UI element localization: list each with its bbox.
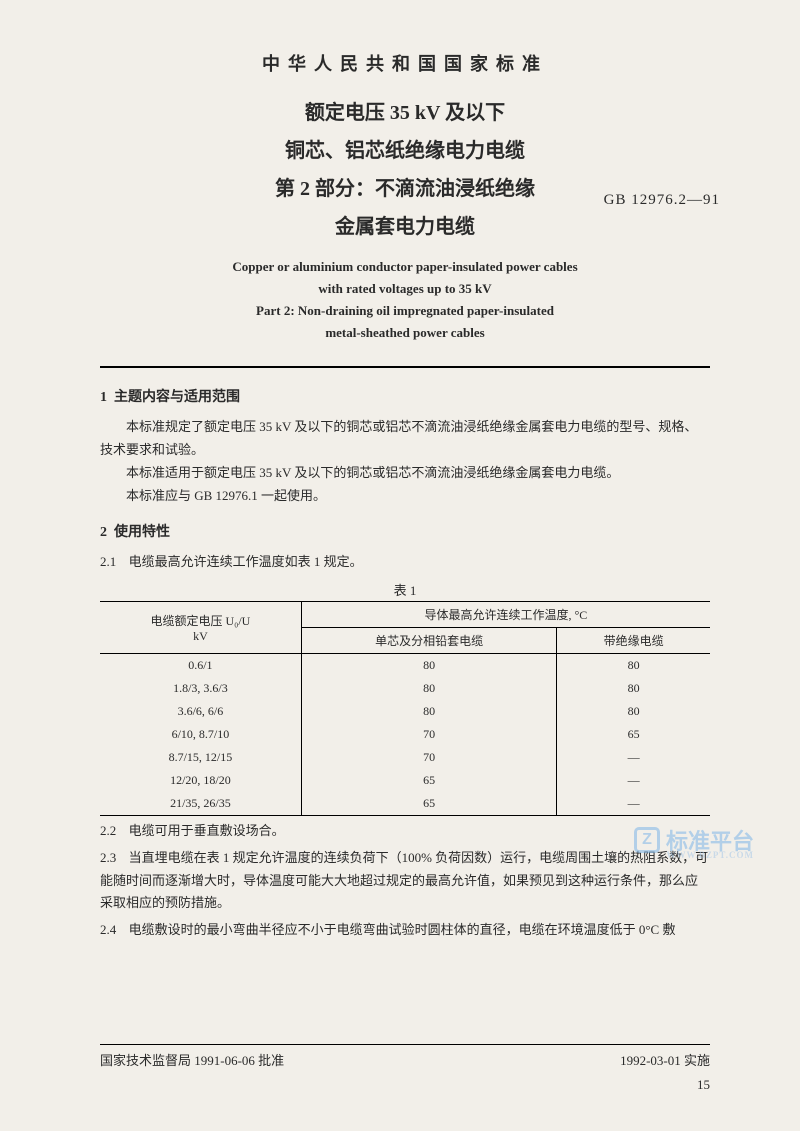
clause-text: 当直埋电缆在表 1 规定允许温度的连续负荷下（100% 负荷因数）运行，电缆周围… xyxy=(100,850,708,911)
th-belted: 带绝缘电缆 xyxy=(557,628,710,654)
clause-2-2: 2.2电缆可用于垂直敷设场合。 xyxy=(100,820,710,843)
th-temp-group: 导体最高允许连续工作温度, °C xyxy=(301,602,710,628)
cell-b: 65 xyxy=(557,723,710,746)
table-1: 表 1 电缆额定电压 U₀/U kV 导体最高允许连续工作温度, °C 单芯及分… xyxy=(100,580,710,816)
cell-b: 80 xyxy=(557,677,710,700)
cell-b: 80 xyxy=(557,654,710,678)
cell-v: 1.8/3, 3.6/3 xyxy=(100,677,301,700)
title-en: Copper or aluminium conductor paper-insu… xyxy=(100,256,710,344)
paragraph: 本标准适用于额定电压 35 kV 及以下的铜芯或铝芯不滴流油浸纸绝缘金属套电力电… xyxy=(100,462,710,485)
paragraph: 本标准规定了额定电压 35 kV 及以下的铜芯或铝芯不滴流油浸纸绝缘金属套电力电… xyxy=(100,416,710,462)
cell-v: 8.7/15, 12/15 xyxy=(100,746,301,769)
clause-no: 2.2 xyxy=(100,820,129,843)
title-en-line: Copper or aluminium conductor paper-insu… xyxy=(100,256,710,278)
cell-a: 70 xyxy=(301,723,557,746)
section-no: 1 xyxy=(100,390,107,405)
title-zh-line: 金属套电力电缆 xyxy=(100,208,710,246)
paragraph: 本标准应与 GB 12976.1 一起使用。 xyxy=(100,485,710,508)
footer-effective: 1992-03-01 实施 xyxy=(620,1050,710,1069)
cell-b: — xyxy=(557,746,710,769)
clause-2-1: 2.1电缆最高允许连续工作温度如表 1 规定。 xyxy=(100,551,710,574)
title-zh-line: 额定电压 35 kV 及以下 xyxy=(100,94,710,132)
standard-org: 中华人民共和国国家标准 xyxy=(100,50,710,76)
table-row: 3.6/6, 6/68080 xyxy=(100,700,710,723)
cell-a: 80 xyxy=(301,700,557,723)
clause-2-3: 2.3当直埋电缆在表 1 规定允许温度的连续负荷下（100% 负荷因数）运行，电… xyxy=(100,847,710,915)
document-page: 中华人民共和国国家标准 额定电压 35 kV 及以下 铜芯、铝芯纸绝缘电力电缆 … xyxy=(0,0,800,1131)
table-caption: 表 1 xyxy=(100,580,710,599)
clause-text: 电缆敷设时的最小弯曲半径应不小于电缆弯曲试验时圆柱体的直径，电缆在环境温度低于 … xyxy=(129,922,676,937)
cell-a: 80 xyxy=(301,677,557,700)
cell-a: 65 xyxy=(301,769,557,792)
cell-b: — xyxy=(557,769,710,792)
cell-v: 6/10, 8.7/10 xyxy=(100,723,301,746)
cell-v: 21/35, 26/35 xyxy=(100,792,301,816)
section-title: 使用特性 xyxy=(114,525,170,540)
title-en-line: with rated voltages up to 35 kV xyxy=(100,278,710,300)
clause-no: 2.3 xyxy=(100,847,129,870)
clause-text: 电缆最高允许连续工作温度如表 1 规定。 xyxy=(129,554,363,569)
cell-a: 80 xyxy=(301,654,557,678)
title-block: 额定电压 35 kV 及以下 铜芯、铝芯纸绝缘电力电缆 第 2 部分：不滴流油浸… xyxy=(100,94,710,344)
cell-v: 0.6/1 xyxy=(100,654,301,678)
cell-b: — xyxy=(557,792,710,816)
section-no: 2 xyxy=(100,525,107,540)
page-number: 15 xyxy=(697,1077,710,1093)
footer-approval: 国家技术监督局 1991-06-06 批准 xyxy=(100,1050,284,1069)
clause-no: 2.4 xyxy=(100,919,129,942)
table-row: 6/10, 8.7/107065 xyxy=(100,723,710,746)
cell-a: 65 xyxy=(301,792,557,816)
cell-v: 12/20, 18/20 xyxy=(100,769,301,792)
table-row: 12/20, 18/2065— xyxy=(100,769,710,792)
title-zh-line: 铜芯、铝芯纸绝缘电力电缆 xyxy=(100,132,710,170)
th-voltage: 电缆额定电压 U₀/U xyxy=(106,612,295,629)
clause-2-4: 2.4电缆敷设时的最小弯曲半径应不小于电缆弯曲试验时圆柱体的直径，电缆在环境温度… xyxy=(100,919,710,942)
clause-no: 2.1 xyxy=(100,551,129,574)
section-2-heading: 2 使用特性 xyxy=(100,521,710,541)
cell-v: 3.6/6, 6/6 xyxy=(100,700,301,723)
clause-text: 电缆可用于垂直敷设场合。 xyxy=(129,823,285,838)
footer: 国家技术监督局 1991-06-06 批准 1992-03-01 实施 xyxy=(100,1044,710,1069)
table-row: 8.7/15, 12/1570— xyxy=(100,746,710,769)
cell-a: 70 xyxy=(301,746,557,769)
section-title: 主题内容与适用范围 xyxy=(114,390,240,405)
table-row: 21/35, 26/3565— xyxy=(100,792,710,816)
table-row: 0.6/18080 xyxy=(100,654,710,678)
section-1-heading: 1 主题内容与适用范围 xyxy=(100,386,710,406)
title-en-line: metal-sheathed power cables xyxy=(100,322,710,344)
title-zh: 额定电压 35 kV 及以下 铜芯、铝芯纸绝缘电力电缆 第 2 部分：不滴流油浸… xyxy=(100,94,710,246)
standard-code: GB 12976.2—91 xyxy=(604,192,720,209)
title-en-line: Part 2: Non-draining oil impregnated pap… xyxy=(100,300,710,322)
cell-b: 80 xyxy=(557,700,710,723)
temperature-table: 电缆额定电压 U₀/U kV 导体最高允许连续工作温度, °C 单芯及分相铅套电… xyxy=(100,601,710,816)
table-row: 1.8/3, 3.6/38080 xyxy=(100,677,710,700)
divider xyxy=(100,366,710,368)
th-single-core: 单芯及分相铅套电缆 xyxy=(301,628,557,654)
th-voltage-unit: kV xyxy=(106,629,295,644)
